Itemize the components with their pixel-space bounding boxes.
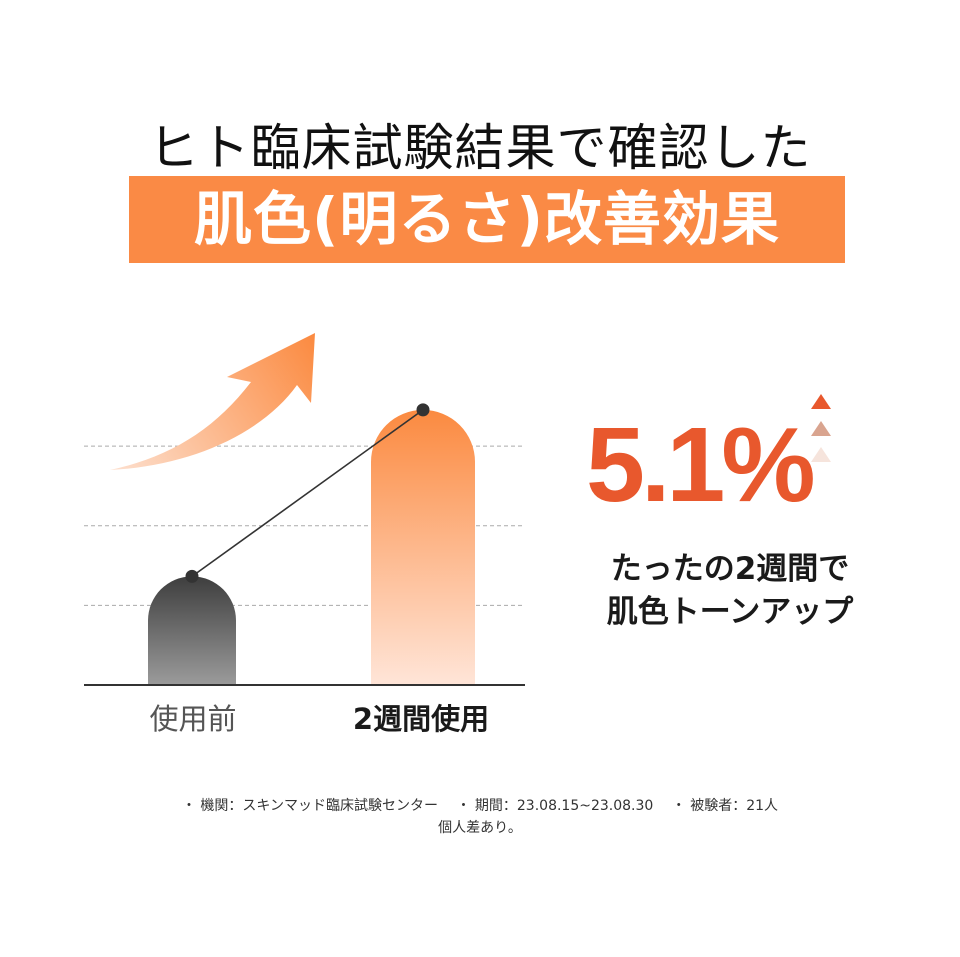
bars: [148, 409, 476, 685]
trend-up-arrow-icon: [110, 333, 315, 470]
trend-connector: [191, 409, 424, 578]
bar-after: [371, 409, 476, 685]
bar-before: [148, 576, 236, 685]
trend-line: [185, 403, 430, 583]
callout-subtitle-line1: たったの2週間で: [610, 551, 850, 587]
up-triangle-icon: [811, 421, 831, 436]
footnote-details: ・ 機関：スキンマッド臨床試験センター ・ 期間：23.08.15~23.08.…: [181, 798, 779, 814]
point-after: [416, 403, 430, 417]
headline-line2: 肌色(明るさ)改善効果: [193, 185, 781, 253]
callout-subtitle-line2: 肌色トーンアップ: [606, 594, 854, 630]
headline-highlight-band: [129, 176, 845, 263]
x-tick-label-before: 使用前: [149, 702, 237, 736]
point-before: [185, 569, 199, 583]
x-tick-label-after: 2週間使用: [352, 702, 490, 736]
footnote-disclaimer: 個人差あり。: [438, 820, 522, 836]
up-triangle-icon: [811, 394, 831, 409]
headline-line1: ヒト臨床試験結果で確認した: [148, 119, 812, 177]
improvement-percent: 5.1%: [586, 406, 816, 524]
up-triangle-icon: [811, 447, 831, 462]
